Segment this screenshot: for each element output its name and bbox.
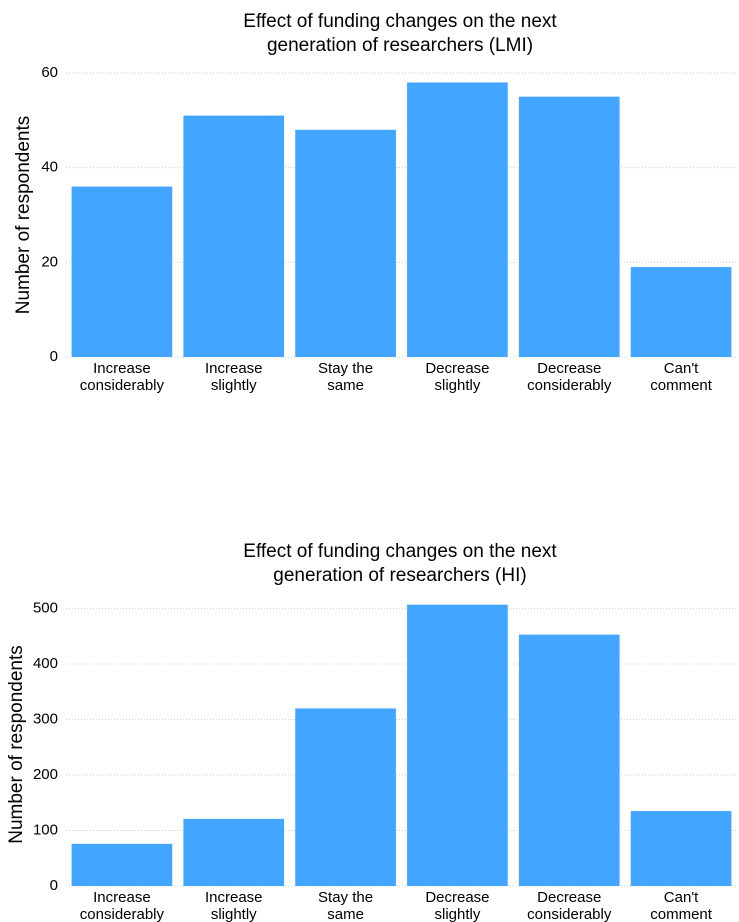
bar [630,811,732,886]
bar [630,267,732,357]
x-tick-label: Decrease [425,360,489,377]
chart-title: generation of researchers (LMI) [267,35,533,56]
x-tick-label: slightly [211,377,257,394]
x-tick-label: considerably [80,377,165,394]
y-tick-label: 100 [33,821,58,838]
x-tick-label: comment [650,377,713,394]
chart-title: Effect of funding changes on the next [243,11,557,32]
y-tick-label: 0 [50,877,58,894]
x-tick-label: slightly [211,906,257,922]
x-tick-label: Increase [93,889,151,906]
y-tick-label: 200 [33,766,58,783]
x-tick-label: slightly [434,377,480,394]
bar [295,708,396,886]
x-tick-label: same [327,906,364,922]
x-tick-label: Increase [205,360,263,377]
x-tick-label: Increase [205,889,263,906]
y-tick-label: 40 [41,159,58,176]
y-tick-label: 500 [33,600,58,617]
x-tick-label: Stay the [318,360,373,377]
y-tick-label: 300 [33,710,58,727]
x-tick-label: comment [650,906,713,922]
chart-title: generation of researchers (HI) [273,565,526,586]
x-tick-label: Increase [93,360,151,377]
chart-title: Effect of funding changes on the next [243,541,557,562]
x-tick-label: Decrease [537,889,601,906]
bar [71,843,173,886]
x-tick-label: same [327,377,364,394]
x-tick-label: Decrease [425,889,489,906]
bar [71,186,173,357]
y-tick-label: 20 [41,253,58,270]
x-tick-label: Stay the [318,889,373,906]
x-tick-label: Can't [664,360,699,377]
y-tick-label: 0 [50,348,58,365]
y-axis-label: Number of respondents [13,116,34,315]
bar [518,634,620,886]
y-axis-label: Number of respondents [6,645,27,844]
x-tick-label: considerably [527,906,612,922]
x-tick-label: considerably [527,377,612,394]
x-tick-label: slightly [434,906,480,922]
bar [295,129,396,357]
y-tick-label: 60 [41,64,58,81]
bar [407,82,508,357]
x-tick-label: Can't [664,889,699,906]
bar [407,604,508,886]
bar [518,96,620,358]
x-tick-label: considerably [80,906,165,922]
x-tick-label: Decrease [537,360,601,377]
bar [183,818,285,886]
y-tick-label: 400 [33,655,58,672]
bar [183,115,285,357]
